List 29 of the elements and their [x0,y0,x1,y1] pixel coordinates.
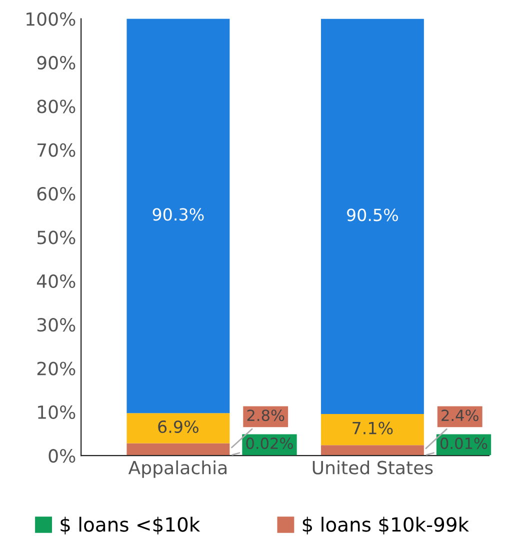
x-tick-label: United States [312,460,433,474]
y-tick-label: 80% [37,100,76,114]
legend-label: $ loans <$10k [60,516,200,534]
bar [320,18,424,414]
bar [126,443,230,456]
y-tick-label: 40% [36,274,76,288]
bar [126,413,230,444]
y-tick-label: 60% [37,186,76,201]
y-tick-label: 100% [26,12,76,26]
y-tick-label: 10% [38,405,76,420]
y-tick-label: 20% [37,362,76,376]
data-label: 90.3% [152,208,204,221]
y-tick-label: 50% [37,230,76,244]
y-tick-label: 70% [38,143,76,157]
data-label: 0.02% [246,438,293,450]
data-label: 0.01% [440,438,488,450]
legend-label: $ loans $10k-99k [302,516,469,534]
data-label: 6.9% [158,420,198,434]
data-label: 2.4% [442,410,478,422]
data-label: 7.1% [352,422,393,434]
bar [320,445,424,456]
x-tick-label: Appalachia [128,460,226,478]
y-tick-label: 90% [37,56,76,70]
bar [320,414,424,446]
y-tick-label: 30% [37,318,76,332]
data-label: 90.5% [347,208,398,222]
data-label: 2.8% [247,410,284,422]
bar [126,18,230,414]
y-tick-label: 0% [48,449,76,463]
